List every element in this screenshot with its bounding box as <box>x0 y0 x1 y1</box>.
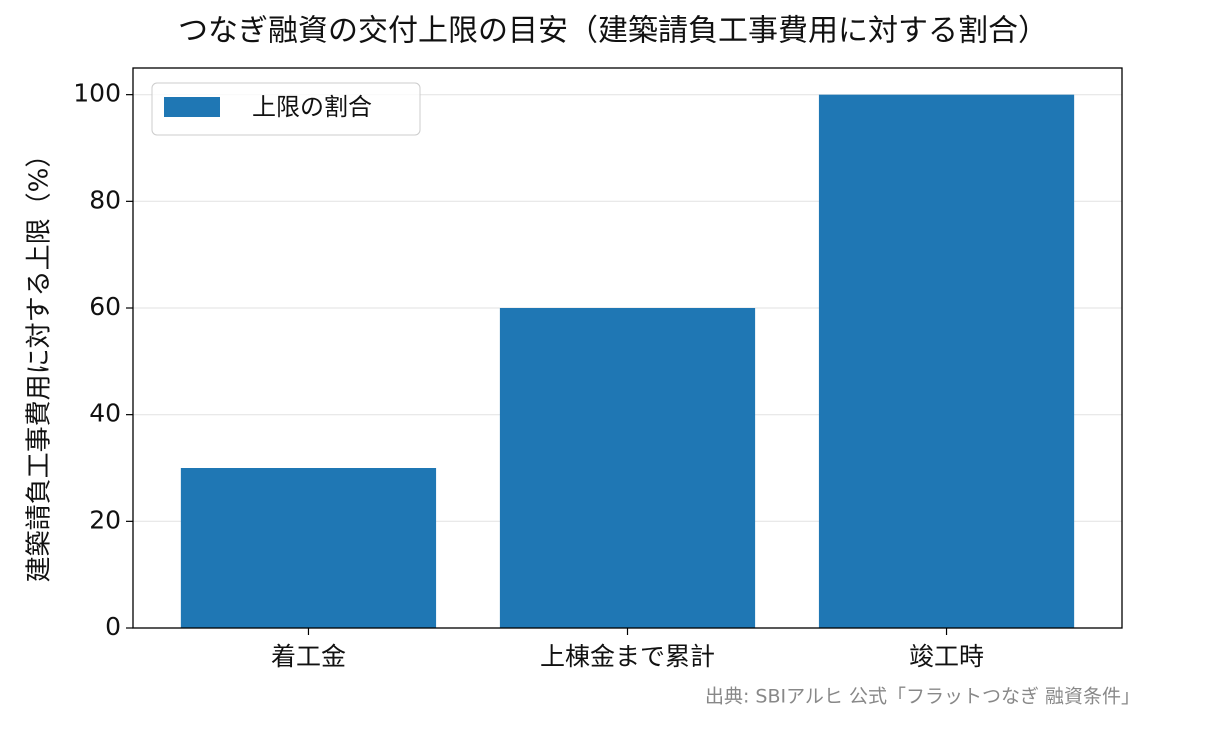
x-tick-label: 竣工時 <box>909 642 984 671</box>
y-tick-label: 80 <box>89 185 121 214</box>
bar <box>499 308 756 628</box>
bar <box>818 94 1075 628</box>
plot-frame <box>132 67 1123 629</box>
legend-box <box>151 82 421 136</box>
y-tick-label: 60 <box>89 292 121 321</box>
legend-swatch <box>164 97 220 117</box>
source-note: 出典: SBIアルヒ 公式「フラットつなぎ 融資条件」 <box>705 686 1140 708</box>
y-axis-label: 建築請負工事費用に対する上限（%） <box>25 142 55 583</box>
y-tick-label: 20 <box>89 505 121 534</box>
y-tick-label: 100 <box>73 79 121 108</box>
legend-label: 上限の割合 <box>252 93 372 121</box>
x-tick-label: 着工金 <box>271 642 346 671</box>
x-tick-label: 上棟金まで累計 <box>540 642 715 671</box>
y-tick-label: 0 <box>105 612 121 641</box>
y-tick-label: 40 <box>89 399 121 428</box>
bar <box>180 468 437 628</box>
chart-title: つなぎ融資の交付上限の目安（建築請負工事費用に対する割合） <box>178 14 1048 49</box>
